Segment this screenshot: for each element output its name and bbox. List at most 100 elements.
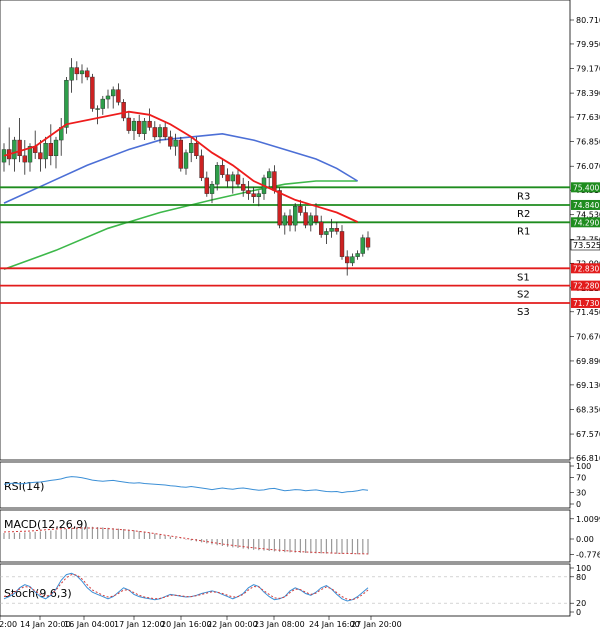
- candle-body: [209, 183, 215, 194]
- candle: [121, 99, 126, 122]
- candle: [209, 181, 215, 204]
- candle: [136, 114, 142, 137]
- rsi-tick-label: 30: [576, 489, 586, 498]
- stoch-k-line: [3, 572, 369, 602]
- candle-body: [168, 136, 173, 147]
- level-tag-label: 74.290: [573, 218, 599, 227]
- candle: [178, 136, 184, 172]
- level-tag-label: 74.840: [573, 201, 599, 210]
- price-tick-label: 79.170: [576, 65, 600, 74]
- macd-tick-label: -0.7763: [576, 551, 600, 560]
- stoch-d-line: [3, 574, 369, 601]
- candle-body: [329, 228, 334, 232]
- candle: [282, 212, 287, 235]
- candle: [162, 121, 168, 141]
- rsi-axis: 100 70 30 0: [570, 462, 591, 509]
- candle: [267, 168, 272, 188]
- candle-body: [79, 70, 85, 75]
- candle-body: [22, 155, 27, 163]
- support-resistance-levels: R3 R2 R1 S1 S2 S3: [0, 186, 570, 318]
- candle: [22, 140, 27, 175]
- candle-body: [345, 256, 350, 264]
- level-tag-label: 72.830: [573, 264, 599, 273]
- candle: [74, 61, 80, 81]
- candle: [251, 187, 256, 204]
- candle-body: [365, 237, 371, 248]
- time-tick-label: 22 Jan 00:00: [207, 620, 258, 629]
- candle-body: [293, 206, 298, 226]
- price-tick-label: 69.130: [576, 381, 600, 390]
- level-name-s3: S3: [517, 307, 530, 318]
- candle: [69, 58, 74, 93]
- candle: [329, 218, 334, 238]
- candle: [105, 89, 111, 109]
- candle: [339, 225, 345, 260]
- candle-body: [277, 190, 282, 226]
- macd-tick-label: 0.00: [576, 535, 594, 544]
- candle-body: [225, 174, 230, 182]
- level-tag-label: 75.400: [573, 183, 599, 192]
- moving-average-blue: [3, 132, 359, 204]
- candle-body: [38, 152, 43, 160]
- level-tag-r1: 74.290: [571, 217, 600, 228]
- time-tick-label: 17 Jan 12:00: [114, 620, 165, 629]
- time-tick-label: 20 Jan 16:00: [161, 620, 212, 629]
- macd-signal-line: [3, 527, 369, 555]
- candle: [246, 181, 251, 200]
- candle: [324, 228, 329, 245]
- candle: [204, 171, 210, 197]
- candle-body: [173, 139, 178, 147]
- candle-body: [339, 231, 345, 257]
- candle-body: [199, 155, 204, 179]
- candle-body: [12, 139, 17, 160]
- level-tag-r3: 75.400: [571, 182, 600, 193]
- candle-body: [308, 215, 313, 226]
- stoch-tick-label: 20: [576, 599, 586, 608]
- candle-body: [84, 70, 90, 78]
- candle-body: [121, 102, 126, 119]
- candle-body: [48, 143, 53, 157]
- level-tag-label: 72.280: [573, 282, 599, 291]
- candle: [293, 203, 298, 232]
- candle: [116, 83, 121, 106]
- candle: [298, 199, 303, 216]
- rsi-tick-label: 70: [576, 473, 586, 482]
- candle-body: [183, 152, 189, 169]
- rsi-series-line: [3, 476, 369, 494]
- candle-body: [313, 215, 319, 223]
- candle-body: [131, 120, 137, 131]
- price-panel: R3 R2 R1 S1 S2 S3: [0, 0, 571, 461]
- candle-body: [298, 206, 303, 213]
- price-tick-label: 69.890: [576, 357, 600, 366]
- ma-blue-line: [3, 132, 359, 204]
- candle: [199, 149, 204, 182]
- candle-body: [116, 89, 121, 103]
- candle: [334, 221, 339, 235]
- price-tick-label: 71.450: [576, 308, 600, 317]
- candle: [355, 250, 360, 260]
- candle: [142, 117, 147, 141]
- candlesticks: [1, 58, 371, 276]
- price-tick-label: 66.810: [576, 454, 600, 463]
- candle-body: [235, 174, 241, 185]
- candle-body: [360, 237, 365, 254]
- candle: [90, 73, 95, 112]
- candle-body: [240, 183, 246, 191]
- candle-body: [43, 143, 48, 160]
- candle-body: [110, 89, 116, 97]
- candle-body: [64, 79, 69, 128]
- macd-tick-label: 1.0099: [576, 515, 600, 524]
- candle-body: [17, 139, 22, 157]
- candle: [220, 158, 225, 178]
- candle-body: [90, 76, 95, 109]
- candle: [17, 117, 22, 163]
- level-tag-s1: 72.830: [571, 263, 600, 274]
- candle-body: [267, 171, 272, 179]
- candle: [110, 86, 116, 109]
- candle-body: [272, 171, 277, 191]
- candle: [95, 105, 100, 125]
- candle-body: [100, 98, 106, 109]
- time-tick-label: 27 Jan 20:00: [351, 620, 402, 629]
